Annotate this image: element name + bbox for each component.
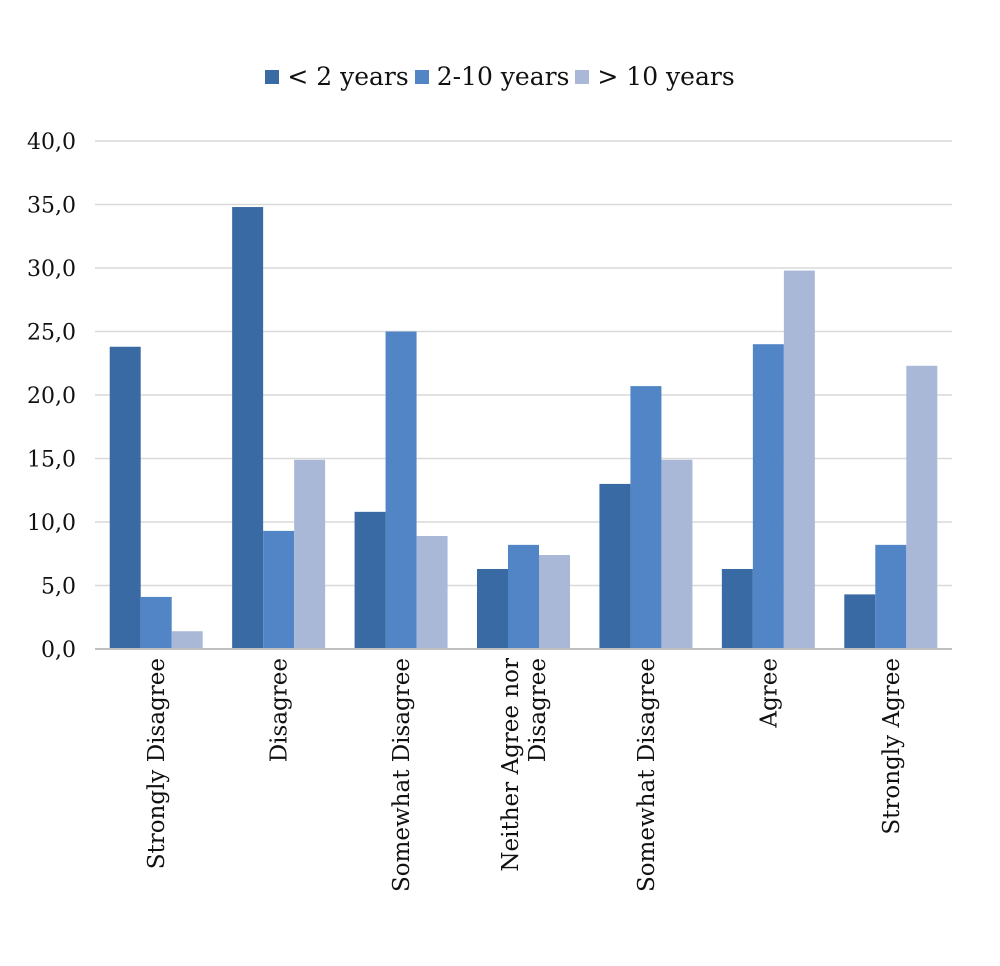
bar xyxy=(752,344,784,649)
bar xyxy=(263,530,295,649)
legend-item-2to10: 2-10 years xyxy=(414,62,570,91)
y-tick-label: 15,0 xyxy=(27,448,76,473)
chart-legend: < 2 years 2-10 years > 10 years xyxy=(0,62,1000,91)
category-labels: Strongly Disagree Disagree Somewhat Disagr… xyxy=(144,658,905,892)
bar xyxy=(539,555,570,649)
category-label: Strongly Disagree xyxy=(144,658,170,869)
bar xyxy=(477,568,508,649)
y-tick-label: 5,0 xyxy=(41,575,76,600)
legend-swatch-gt10 xyxy=(575,69,590,84)
bar xyxy=(721,568,753,649)
y-tick-label: 0,0 xyxy=(41,638,76,663)
bar xyxy=(906,365,938,649)
bar xyxy=(171,631,203,649)
legend-swatch-2to10 xyxy=(414,69,429,84)
y-tick-label: 30,0 xyxy=(27,257,76,282)
category-label: Agree xyxy=(756,658,782,729)
legend-label-lt2: < 2 years xyxy=(287,62,409,91)
y-tick-label: 40,0 xyxy=(27,130,76,155)
y-tick-label: 25,0 xyxy=(27,321,76,346)
legend-swatch-lt2 xyxy=(265,69,280,84)
y-tick-label: 10,0 xyxy=(27,511,76,536)
bar xyxy=(783,270,815,649)
bar xyxy=(661,459,693,649)
category-label: Neither Agree norDisagree xyxy=(498,658,551,872)
bar xyxy=(354,511,386,649)
bars xyxy=(109,207,938,650)
bar xyxy=(109,346,141,649)
legend-label-gt10: > 10 years xyxy=(597,62,735,91)
legend-label-2to10: 2-10 years xyxy=(436,62,570,91)
gridlines xyxy=(95,140,952,587)
bar xyxy=(294,459,326,649)
bar xyxy=(232,207,264,650)
y-tick-label: 20,0 xyxy=(27,384,76,409)
bar xyxy=(416,535,448,649)
category-label: Somewhat Disagree xyxy=(389,658,415,892)
bar xyxy=(630,386,662,649)
category-label: Somewhat Disagree xyxy=(634,658,660,892)
category-label: Strongly Agree xyxy=(879,658,905,835)
bar xyxy=(875,544,907,649)
legend-item-gt10: > 10 years xyxy=(575,62,735,91)
y-axis-ticks: 0,0 5,0 10,0 15,0 20,0 25,0 30,0 35,0 40,0 xyxy=(27,130,76,663)
bar xyxy=(844,594,876,649)
bar xyxy=(385,331,417,649)
legend-item-lt2: < 2 years xyxy=(265,62,409,91)
bar xyxy=(508,544,539,649)
category-label: Disagree xyxy=(267,658,293,762)
bar xyxy=(140,596,172,649)
bar xyxy=(599,483,631,649)
y-tick-label: 35,0 xyxy=(27,194,76,219)
